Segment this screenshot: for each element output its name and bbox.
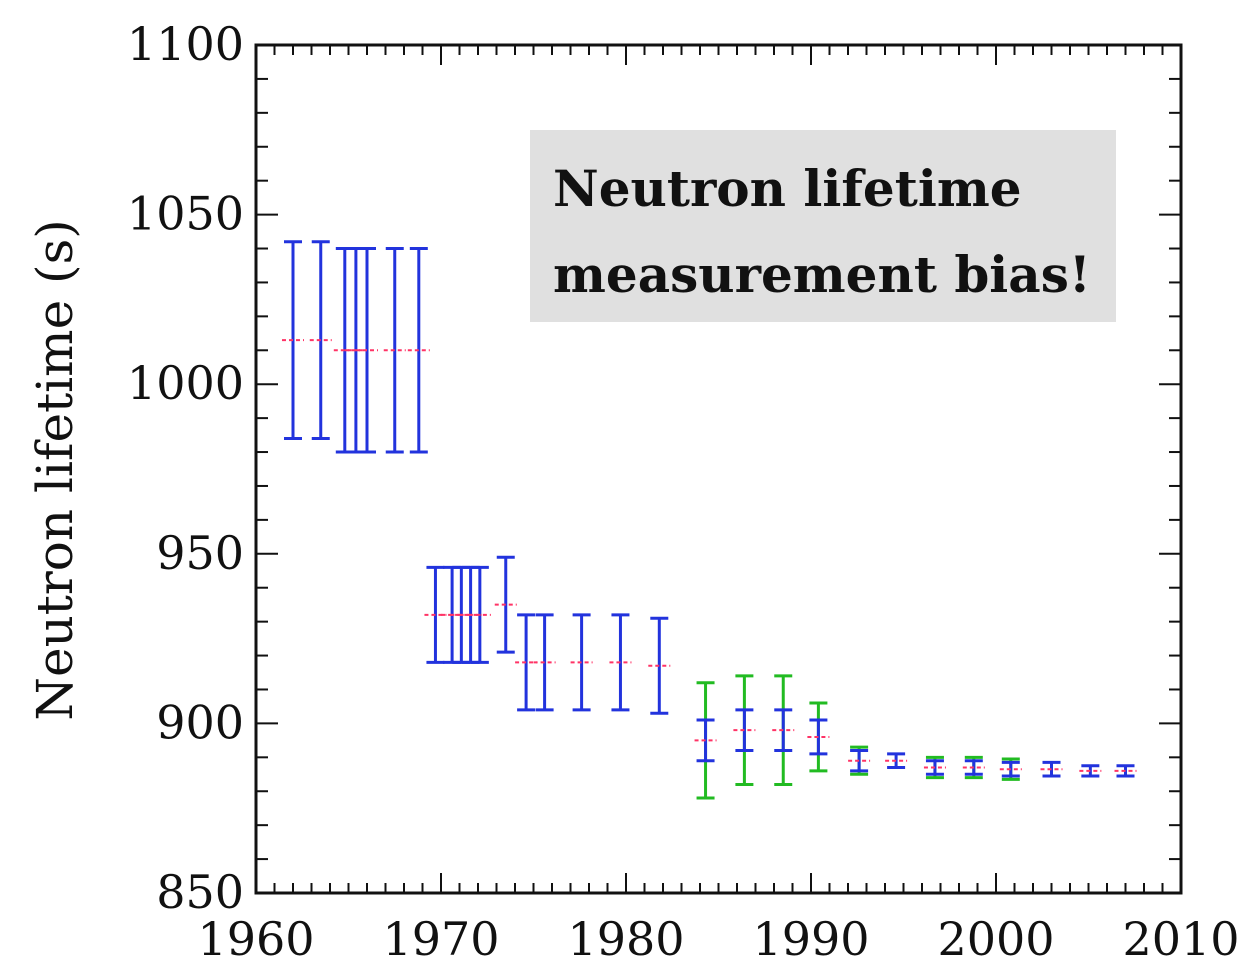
y-tick-label: 1100 — [127, 17, 244, 71]
x-tick-label: 1960 — [197, 912, 314, 966]
annotation-box: Neutron lifetime measurement bias! — [530, 130, 1116, 322]
y-tick-labels: 850 900 950 1000 1050 1100 — [127, 17, 244, 919]
x-tick-label: 2000 — [937, 912, 1054, 966]
y-tick-label: 1000 — [127, 356, 244, 410]
y-tick-label: 1050 — [127, 187, 244, 241]
annotation-line-1: Neutron lifetime — [553, 159, 1022, 218]
x-tick-label: 2010 — [1122, 912, 1239, 966]
annotation-line-2: measurement bias! — [553, 245, 1091, 304]
x-tick-label: 1980 — [567, 912, 684, 966]
x-tick-labels: 1960 1970 1980 1990 2000 2010 — [197, 912, 1239, 966]
error-bars — [282, 240, 1137, 800]
y-axis-label: Neutron lifetime (s) — [26, 219, 84, 720]
x-tick-label: 1990 — [752, 912, 869, 966]
axis-ticks — [255, 44, 1182, 894]
y-tick-label: 950 — [156, 526, 244, 580]
y-tick-label: 900 — [156, 695, 244, 749]
annotation-background — [530, 130, 1116, 322]
y-tick-label: 850 — [156, 865, 244, 919]
x-tick-label: 1970 — [382, 912, 499, 966]
